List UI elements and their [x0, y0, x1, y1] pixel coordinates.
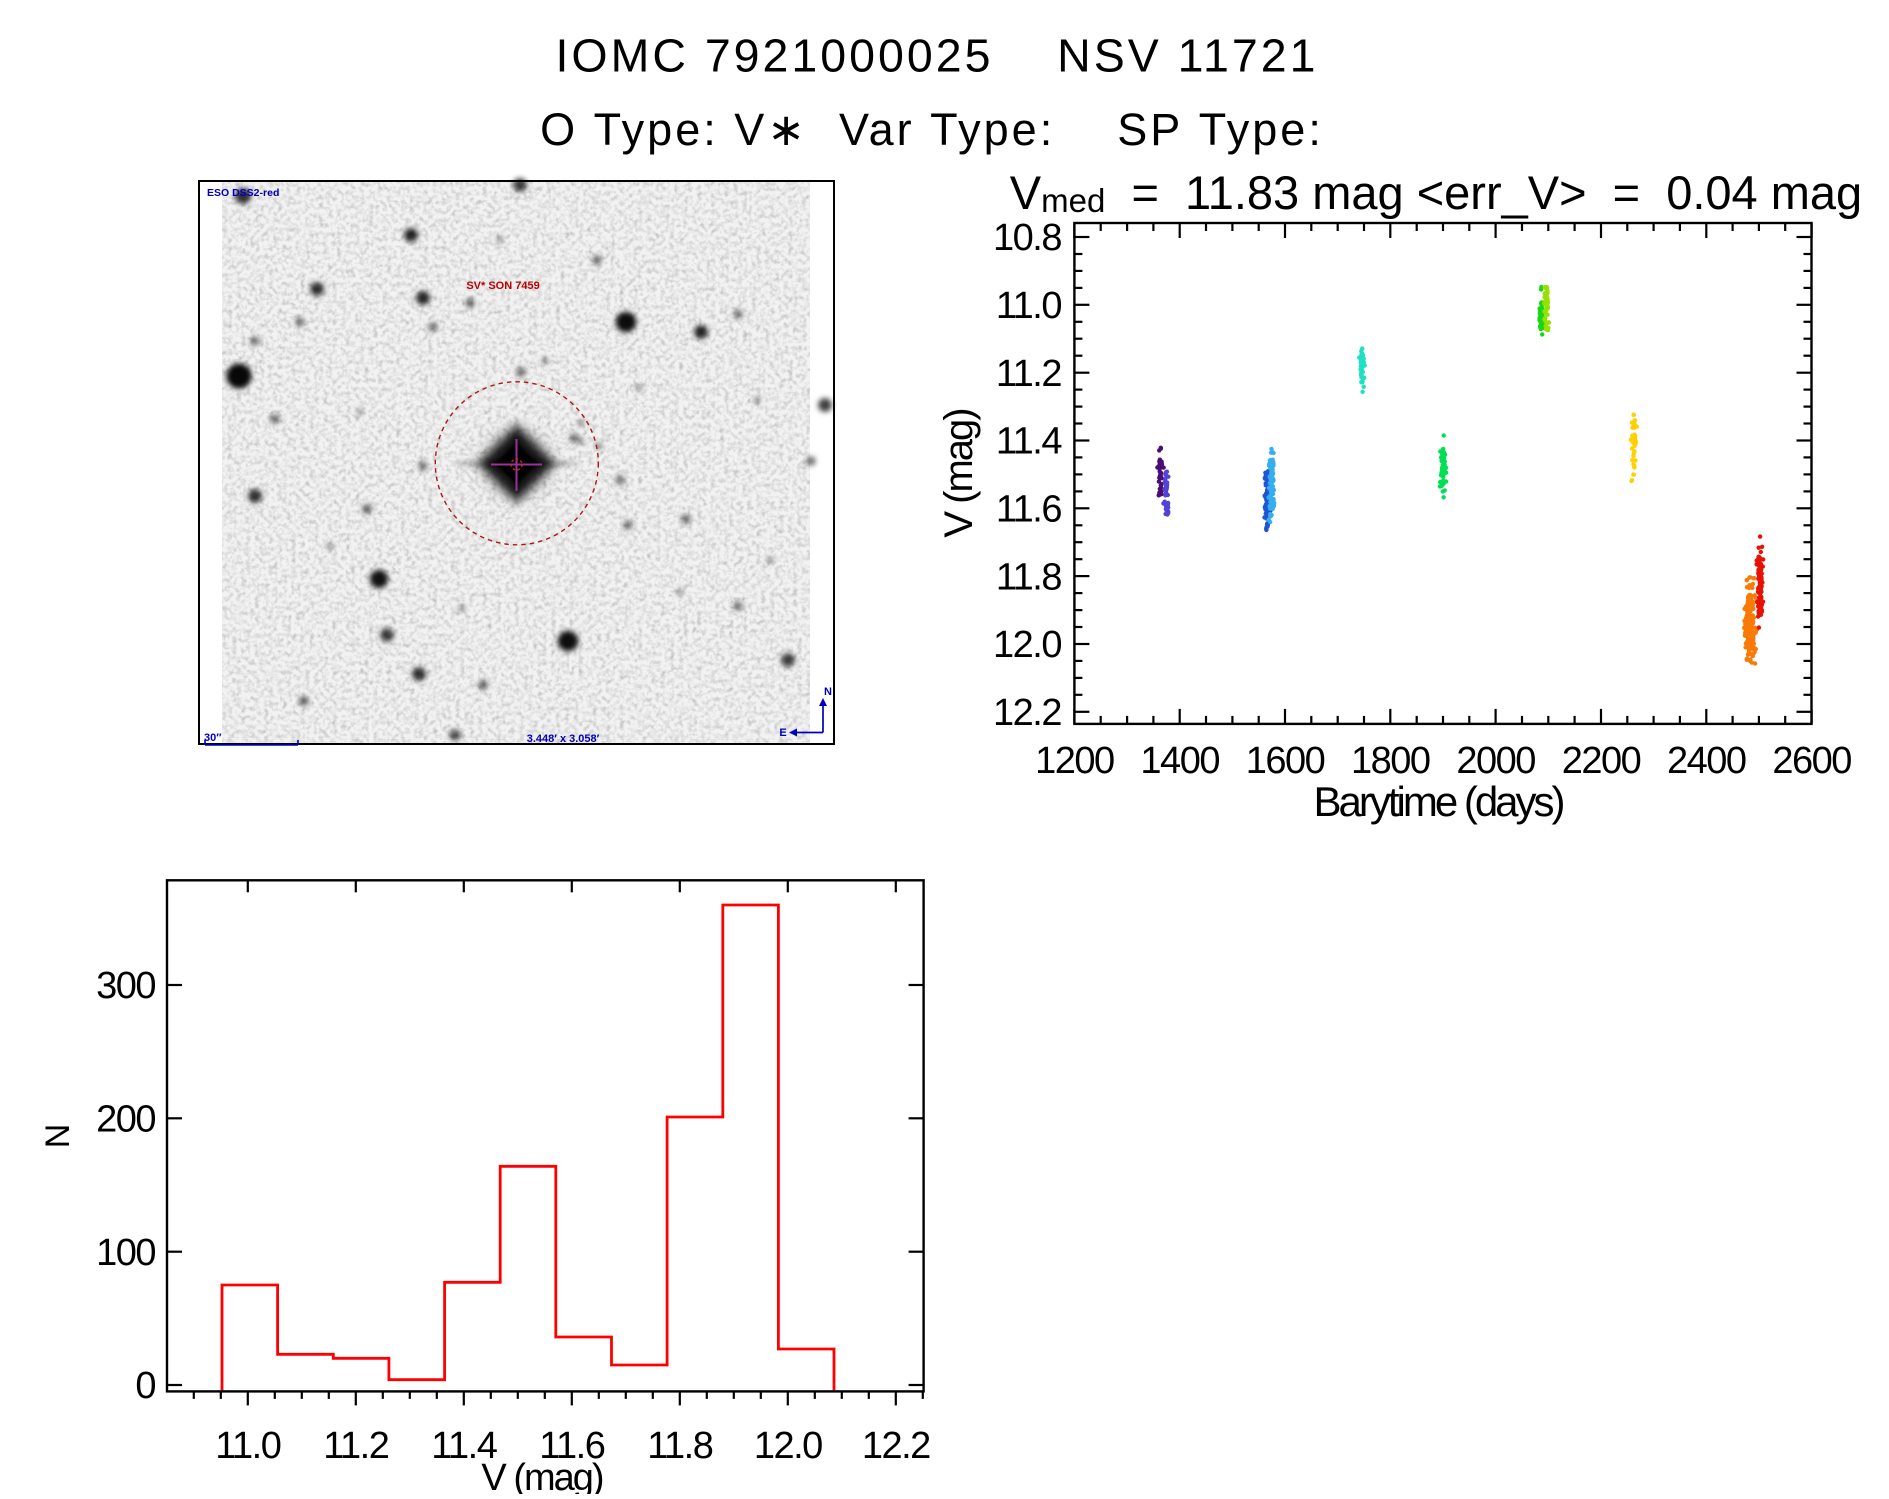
svg-text:11.6: 11.6 [996, 489, 1062, 531]
svg-text:1600: 1600 [1246, 740, 1325, 782]
svg-text:2000: 2000 [1456, 740, 1535, 782]
svg-text:12.2: 12.2 [862, 1425, 930, 1467]
svg-text:Vmed = 11.83 mag <err_V> =: Vmed = 11.83 mag <err_V> = 0.04 mag [1010, 166, 1862, 219]
svg-text:10.8: 10.8 [993, 217, 1061, 259]
svg-text:200: 200 [96, 1099, 155, 1141]
svg-text:2600: 2600 [1772, 740, 1851, 782]
svg-text:30″: 30″ [204, 732, 222, 744]
svg-text:N: N [824, 686, 832, 698]
svg-text:12.2: 12.2 [993, 692, 1061, 734]
svg-text:12.0: 12.0 [993, 624, 1061, 666]
svg-text:11.4: 11.4 [996, 421, 1063, 463]
svg-text:11.0: 11.0 [996, 285, 1062, 327]
svg-text:300: 300 [96, 965, 155, 1007]
svg-text:100: 100 [96, 1232, 155, 1274]
svg-text:11.6: 11.6 [539, 1425, 605, 1467]
svg-text:2200: 2200 [1562, 740, 1641, 782]
svg-text:V (mag): V (mag) [937, 409, 981, 537]
svg-text:1200: 1200 [1035, 740, 1114, 782]
svg-text:N: N [39, 1124, 77, 1149]
svg-text:11.4: 11.4 [431, 1425, 498, 1467]
svg-text:2400: 2400 [1667, 740, 1746, 782]
svg-text:1800: 1800 [1351, 740, 1430, 782]
svg-text:Barytime (days): Barytime (days) [1313, 778, 1563, 825]
svg-text:O Type: V∗ Var Type: SP Ty: O Type: V∗ Var Type: SP Type: [540, 104, 1324, 155]
svg-text:3.448′ x 3.058′: 3.448′ x 3.058′ [527, 733, 600, 745]
svg-text:IOMC 7921000025 NSV 11721: IOMC 7921000025 NSV 11721 [556, 30, 1319, 82]
svg-text:E: E [779, 727, 786, 739]
svg-text:1400: 1400 [1140, 740, 1219, 782]
svg-text:SV* SON 7459: SV* SON 7459 [466, 280, 539, 292]
svg-text:11.2: 11.2 [996, 353, 1062, 395]
svg-text:ESO DSS2-red: ESO DSS2-red [207, 187, 279, 199]
svg-text:12.0: 12.0 [754, 1425, 822, 1467]
svg-text:11.8: 11.8 [647, 1425, 713, 1467]
svg-text:0: 0 [135, 1365, 155, 1407]
svg-text:11.0: 11.0 [215, 1425, 281, 1467]
svg-text:V (mag): V (mag) [481, 1457, 602, 1494]
svg-text:11.2: 11.2 [323, 1425, 389, 1467]
svg-text:11.8: 11.8 [996, 556, 1062, 598]
